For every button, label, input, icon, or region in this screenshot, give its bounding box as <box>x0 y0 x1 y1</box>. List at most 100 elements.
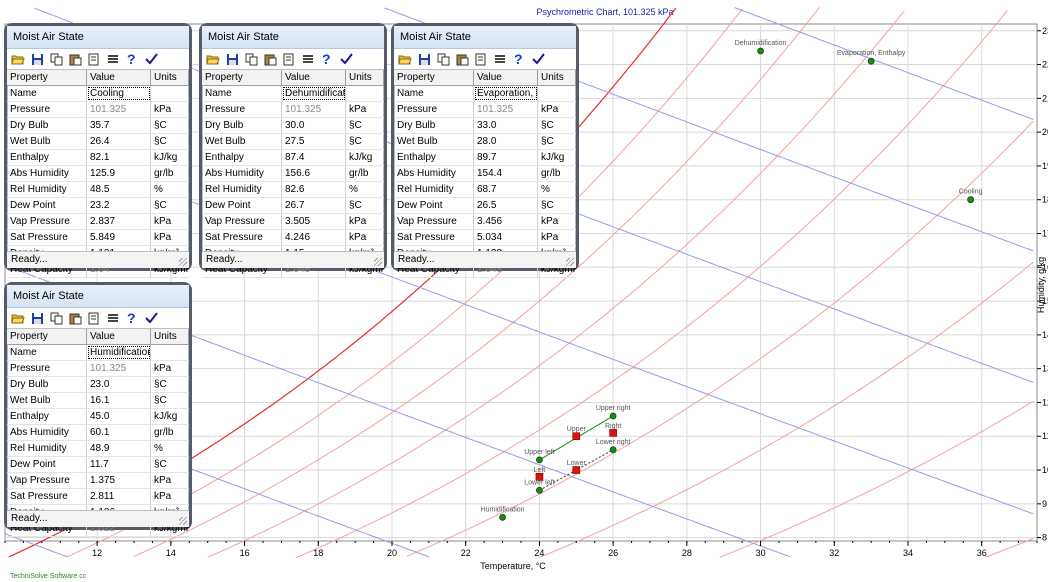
value-cell[interactable]: 154.4 <box>474 166 538 181</box>
paste-icon[interactable] <box>67 51 83 67</box>
column-header-value[interactable]: Value <box>282 70 346 85</box>
paste-icon[interactable] <box>67 310 83 326</box>
marker-square[interactable] <box>573 467 580 474</box>
list-icon[interactable] <box>105 51 121 67</box>
paste-icon[interactable] <box>262 51 278 67</box>
check-icon[interactable] <box>530 51 546 67</box>
column-header-property[interactable]: Property <box>394 70 474 85</box>
value-cell[interactable]: 87.4 <box>282 150 346 165</box>
moist-air-state-panel[interactable]: Moist Air State? Property Value Units Name Hu… <box>4 282 192 530</box>
column-header-units[interactable]: Units <box>346 70 384 85</box>
value-cell[interactable]: 5.849 <box>87 230 151 245</box>
help-icon[interactable]: ? <box>511 51 527 67</box>
value-cell[interactable]: 5.034 <box>474 230 538 245</box>
copy-icon[interactable] <box>243 51 259 67</box>
state-point[interactable] <box>868 58 874 64</box>
name-field[interactable]: Humidification <box>87 345 151 360</box>
page-icon[interactable] <box>473 51 489 67</box>
state-point[interactable] <box>500 514 506 520</box>
column-header-property[interactable]: Property <box>202 70 282 85</box>
panel-title[interactable]: Moist Air State <box>394 26 576 49</box>
check-icon[interactable] <box>338 51 354 67</box>
help-icon[interactable]: ? <box>124 51 140 67</box>
resize-grip[interactable] <box>374 258 382 266</box>
value-cell[interactable]: 16.1 <box>87 393 151 408</box>
save-icon[interactable] <box>29 310 45 326</box>
name-field[interactable]: Dehumidificati <box>282 86 346 101</box>
value-cell[interactable]: 1.375 <box>87 473 151 488</box>
check-icon[interactable] <box>143 310 159 326</box>
value-cell[interactable]: 101.325 <box>87 102 151 117</box>
value-cell[interactable]: 26.7 <box>282 198 346 213</box>
value-cell[interactable]: 30.0 <box>282 118 346 133</box>
help-icon[interactable]: ? <box>124 310 140 326</box>
state-point[interactable] <box>536 487 542 493</box>
panel-title[interactable]: Moist Air State <box>202 26 384 49</box>
value-cell[interactable]: 3.456 <box>474 214 538 229</box>
value-cell[interactable]: 35.7 <box>87 118 151 133</box>
page-icon[interactable] <box>86 310 102 326</box>
copy-icon[interactable] <box>48 310 64 326</box>
resize-grip[interactable] <box>179 517 187 525</box>
page-icon[interactable] <box>86 51 102 67</box>
value-cell[interactable]: 33.0 <box>474 118 538 133</box>
value-cell[interactable]: 28.0 <box>474 134 538 149</box>
resize-grip[interactable] <box>179 258 187 266</box>
column-header-units[interactable]: Units <box>151 329 189 344</box>
column-header-property[interactable]: Property <box>7 329 87 344</box>
state-point[interactable] <box>610 447 616 453</box>
moist-air-state-panel[interactable]: Moist Air State? Property Value Units Name Co… <box>4 23 192 271</box>
save-icon[interactable] <box>224 51 240 67</box>
value-cell[interactable]: 156.6 <box>282 166 346 181</box>
value-cell[interactable]: 101.325 <box>87 361 151 376</box>
help-icon[interactable]: ? <box>319 51 335 67</box>
state-point[interactable] <box>610 413 616 419</box>
paste-icon[interactable] <box>454 51 470 67</box>
value-cell[interactable]: 82.1 <box>87 150 151 165</box>
save-icon[interactable] <box>29 51 45 67</box>
value-cell[interactable]: 11.7 <box>87 457 151 472</box>
copy-icon[interactable] <box>435 51 451 67</box>
state-point[interactable] <box>536 457 542 463</box>
value-cell[interactable]: 48.5 <box>87 182 151 197</box>
state-point[interactable] <box>758 48 764 54</box>
marker-square[interactable] <box>610 429 617 436</box>
panel-title[interactable]: Moist Air State <box>7 285 189 308</box>
check-icon[interactable] <box>143 51 159 67</box>
value-cell[interactable]: 82.6 <box>282 182 346 197</box>
value-cell[interactable]: 89.7 <box>474 150 538 165</box>
value-cell[interactable]: 26.4 <box>87 134 151 149</box>
value-cell[interactable]: 45.0 <box>87 409 151 424</box>
column-header-value[interactable]: Value <box>87 329 151 344</box>
column-header-property[interactable]: Property <box>7 70 87 85</box>
moist-air-state-panel[interactable]: Moist Air State? Property Value Units Name De… <box>199 23 387 271</box>
value-cell[interactable]: 101.325 <box>474 102 538 117</box>
column-header-units[interactable]: Units <box>538 70 576 85</box>
moist-air-state-panel[interactable]: Moist Air State? Property Value Units Name Ev… <box>391 23 579 271</box>
save-icon[interactable] <box>416 51 432 67</box>
value-cell[interactable]: 27.5 <box>282 134 346 149</box>
value-cell[interactable]: 60.1 <box>87 425 151 440</box>
value-cell[interactable]: 101.325 <box>282 102 346 117</box>
open-folder-icon[interactable] <box>10 51 26 67</box>
name-field[interactable]: Cooling <box>87 86 151 101</box>
open-folder-icon[interactable] <box>10 310 26 326</box>
value-cell[interactable]: 26.5 <box>474 198 538 213</box>
resize-grip[interactable] <box>566 258 574 266</box>
list-icon[interactable] <box>300 51 316 67</box>
open-folder-icon[interactable] <box>205 51 221 67</box>
name-field[interactable]: Evaporation, E <box>474 86 538 101</box>
value-cell[interactable]: 23.2 <box>87 198 151 213</box>
value-cell[interactable]: 4.246 <box>282 230 346 245</box>
value-cell[interactable]: 48.9 <box>87 441 151 456</box>
column-header-units[interactable]: Units <box>151 70 189 85</box>
list-icon[interactable] <box>492 51 508 67</box>
marker-square[interactable] <box>573 433 580 440</box>
value-cell[interactable]: 125.9 <box>87 166 151 181</box>
value-cell[interactable]: 3.505 <box>282 214 346 229</box>
copy-icon[interactable] <box>48 51 64 67</box>
list-icon[interactable] <box>105 310 121 326</box>
open-folder-icon[interactable] <box>397 51 413 67</box>
marker-square[interactable] <box>536 473 543 480</box>
value-cell[interactable]: 68.7 <box>474 182 538 197</box>
